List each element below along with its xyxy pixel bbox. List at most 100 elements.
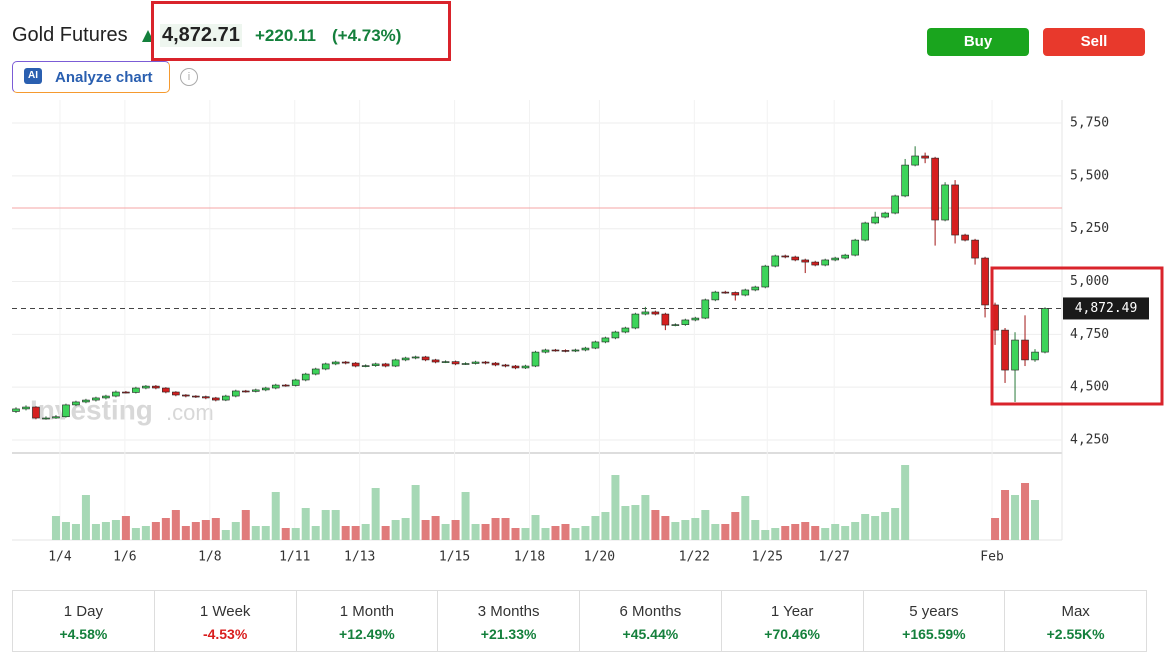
volume-bar xyxy=(111,520,120,540)
y-tick-label: 4,250 xyxy=(1070,432,1109,447)
candle-body xyxy=(102,395,110,399)
period-label: 1 Day xyxy=(63,603,103,620)
period-change: +165.59% xyxy=(902,626,966,642)
volume-bar xyxy=(381,526,390,540)
watermark-suffix: .com xyxy=(166,400,214,425)
period-change: -4.53% xyxy=(202,626,248,642)
period-cell[interactable]: 1 Day +4.58% xyxy=(13,591,155,651)
candle-body xyxy=(661,313,670,326)
candle-body xyxy=(871,216,879,224)
watermark: Investing xyxy=(30,394,153,425)
period-cell[interactable]: 5 years +165.59% xyxy=(864,591,1006,651)
candle-body xyxy=(231,390,240,397)
candle-body xyxy=(241,390,250,393)
candle-body xyxy=(321,363,330,370)
price-change: +220.11 xyxy=(255,26,316,45)
candle-body xyxy=(72,401,80,406)
volume-bar xyxy=(561,524,570,540)
volume-bar xyxy=(711,524,720,540)
period-cell[interactable]: 6 Months +45.44% xyxy=(580,591,722,651)
y-tick-label: 4,750 xyxy=(1070,327,1109,342)
volume-bar xyxy=(171,510,180,540)
sell-button[interactable]: Sell xyxy=(1043,28,1145,56)
candle-body xyxy=(741,289,750,296)
period-cell[interactable]: 3 Months +21.33% xyxy=(438,591,580,651)
volume-bar xyxy=(181,526,190,540)
volume-bar xyxy=(421,520,430,540)
volume-bar xyxy=(331,510,340,540)
analyze-label[interactable]: Analyze chart xyxy=(55,69,153,86)
candle-body xyxy=(431,359,440,363)
x-tick-label: 1/18 xyxy=(514,550,545,565)
buy-button[interactable]: Buy xyxy=(927,28,1029,56)
analyze-button[interactable] xyxy=(12,61,170,93)
period-label: 1 Week xyxy=(199,603,251,620)
volume-bar xyxy=(231,522,240,540)
period-cell[interactable]: 1 Year +70.46% xyxy=(722,591,864,651)
volume-bar xyxy=(781,526,790,540)
volume-bar xyxy=(81,495,90,540)
period-bar: 1 Day +4.58% 1 Week -4.53% 1 Month +12.49% 3 M… xyxy=(12,590,1147,652)
y-tick-label: 5,250 xyxy=(1070,221,1109,236)
volume-bar xyxy=(871,516,880,540)
volume-bar xyxy=(511,528,520,540)
candle-body xyxy=(92,397,100,401)
volume-bar xyxy=(1001,490,1010,540)
volume-bar xyxy=(991,518,1000,540)
volume-bar xyxy=(1031,500,1040,540)
candle-body xyxy=(621,327,630,333)
period-cell[interactable]: Max +2.55K% xyxy=(1005,591,1146,651)
candle-body xyxy=(781,255,790,258)
volume-bar xyxy=(391,520,400,540)
candle-body xyxy=(671,324,680,326)
volume-bar xyxy=(301,508,310,540)
volume-bar xyxy=(611,475,620,540)
volume-bar xyxy=(571,528,580,540)
candle-body xyxy=(611,331,620,339)
candle-body xyxy=(461,363,470,365)
volume-bar xyxy=(531,515,540,540)
volume-bar xyxy=(241,510,250,540)
candle-body xyxy=(811,261,820,266)
candle-body xyxy=(501,364,510,367)
candle-body xyxy=(731,292,740,296)
candle-body xyxy=(981,257,989,306)
x-tick-label: 1/15 xyxy=(439,550,470,565)
highlight-box xyxy=(990,266,1164,406)
info-icon[interactable]: i xyxy=(180,68,198,86)
candle-body xyxy=(531,351,540,367)
volume-bar xyxy=(861,514,870,540)
period-cell[interactable]: 1 Week -4.53% xyxy=(155,591,297,651)
period-cell[interactable]: 1 Month +12.49% xyxy=(297,591,439,651)
volume-bar xyxy=(341,526,350,540)
candle-body xyxy=(371,363,380,366)
candle-body xyxy=(381,363,390,367)
volume-bar xyxy=(521,528,530,540)
volume-bar xyxy=(851,522,860,540)
candle-body xyxy=(1011,339,1019,371)
x-tick-label: 1/8 xyxy=(198,550,221,565)
period-label: 6 Months xyxy=(619,603,682,620)
volume-bar xyxy=(161,518,170,540)
candle-body xyxy=(581,347,590,351)
volume-bar xyxy=(281,528,290,540)
candle-body xyxy=(601,337,610,343)
volume-bar xyxy=(461,492,470,540)
volume-bar xyxy=(351,526,360,540)
candle-body xyxy=(931,157,939,221)
volume-bar xyxy=(261,526,270,540)
volume-bar xyxy=(1021,483,1030,540)
candle-body xyxy=(841,254,849,259)
candle-body xyxy=(921,155,929,159)
candle-body xyxy=(521,365,530,369)
volume-bar xyxy=(821,528,830,540)
candle-body xyxy=(691,317,700,321)
candle-body xyxy=(491,362,500,366)
candle-body xyxy=(331,361,340,365)
candle-body xyxy=(411,356,420,359)
candle-body xyxy=(971,239,979,259)
candle-body xyxy=(861,222,869,241)
volume-bar xyxy=(631,505,640,540)
volume-bar xyxy=(741,496,750,540)
candle-body xyxy=(591,341,600,349)
